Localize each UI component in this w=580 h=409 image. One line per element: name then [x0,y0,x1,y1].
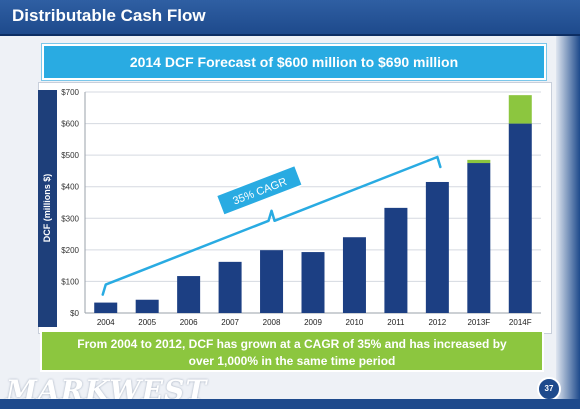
title-bar: Distributable Cash Flow [0,0,580,36]
x-tick-label: 2007 [221,318,239,327]
bar-forecast-range [508,95,532,124]
cagr-bracket [101,155,442,296]
y-tick-label: $100 [61,277,79,286]
x-tick-label: 2011 [387,318,405,327]
cagr-label-box [215,164,304,217]
x-tick-label: 2008 [263,318,281,327]
y-tick-label: $700 [61,88,79,97]
y-tick-label: $300 [61,214,79,223]
x-tick-label: 2010 [346,318,364,327]
y-tick-label: $500 [61,151,79,160]
bottom-bar [0,399,580,409]
y-tick-label: $0 [70,309,79,318]
slide-title: Distributable Cash Flow [12,6,206,25]
bar [218,261,242,313]
bar [508,123,532,313]
x-tick-label: 2004 [97,318,115,327]
bar [342,237,366,313]
x-tick-label: 2012 [428,318,446,327]
x-tick-label: 2005 [138,318,156,327]
forecast-banner: 2014 DCF Forecast of $600 million to $69… [42,44,546,80]
bar [467,163,491,313]
bar [301,252,325,313]
x-tick-label: 2009 [304,318,322,327]
bar [94,302,118,313]
x-tick-label: 2013F [467,318,490,327]
bar [384,207,408,313]
bar-forecast-range [467,159,491,164]
y-axis-band [38,90,57,327]
x-tick-label: 2014F [509,318,532,327]
page-number-badge: 37 [537,377,561,401]
summary-line-1: From 2004 to 2012, DCF has grown at a CA… [77,337,507,351]
x-tick-label: 2006 [180,318,198,327]
bar [135,299,159,313]
bar [177,276,201,313]
cagr-label-group: 35% CAGR [215,164,304,217]
summary-banner: From 2004 to 2012, DCF has grown at a CA… [40,330,544,372]
y-tick-label: $600 [61,120,79,129]
summary-line-2: over 1,000% in the same time period [188,354,396,368]
bar [425,181,449,313]
y-tick-label: $200 [61,246,79,255]
bar [260,250,284,313]
y-tick-label: $400 [61,183,79,192]
right-edge-decoration [556,36,580,409]
